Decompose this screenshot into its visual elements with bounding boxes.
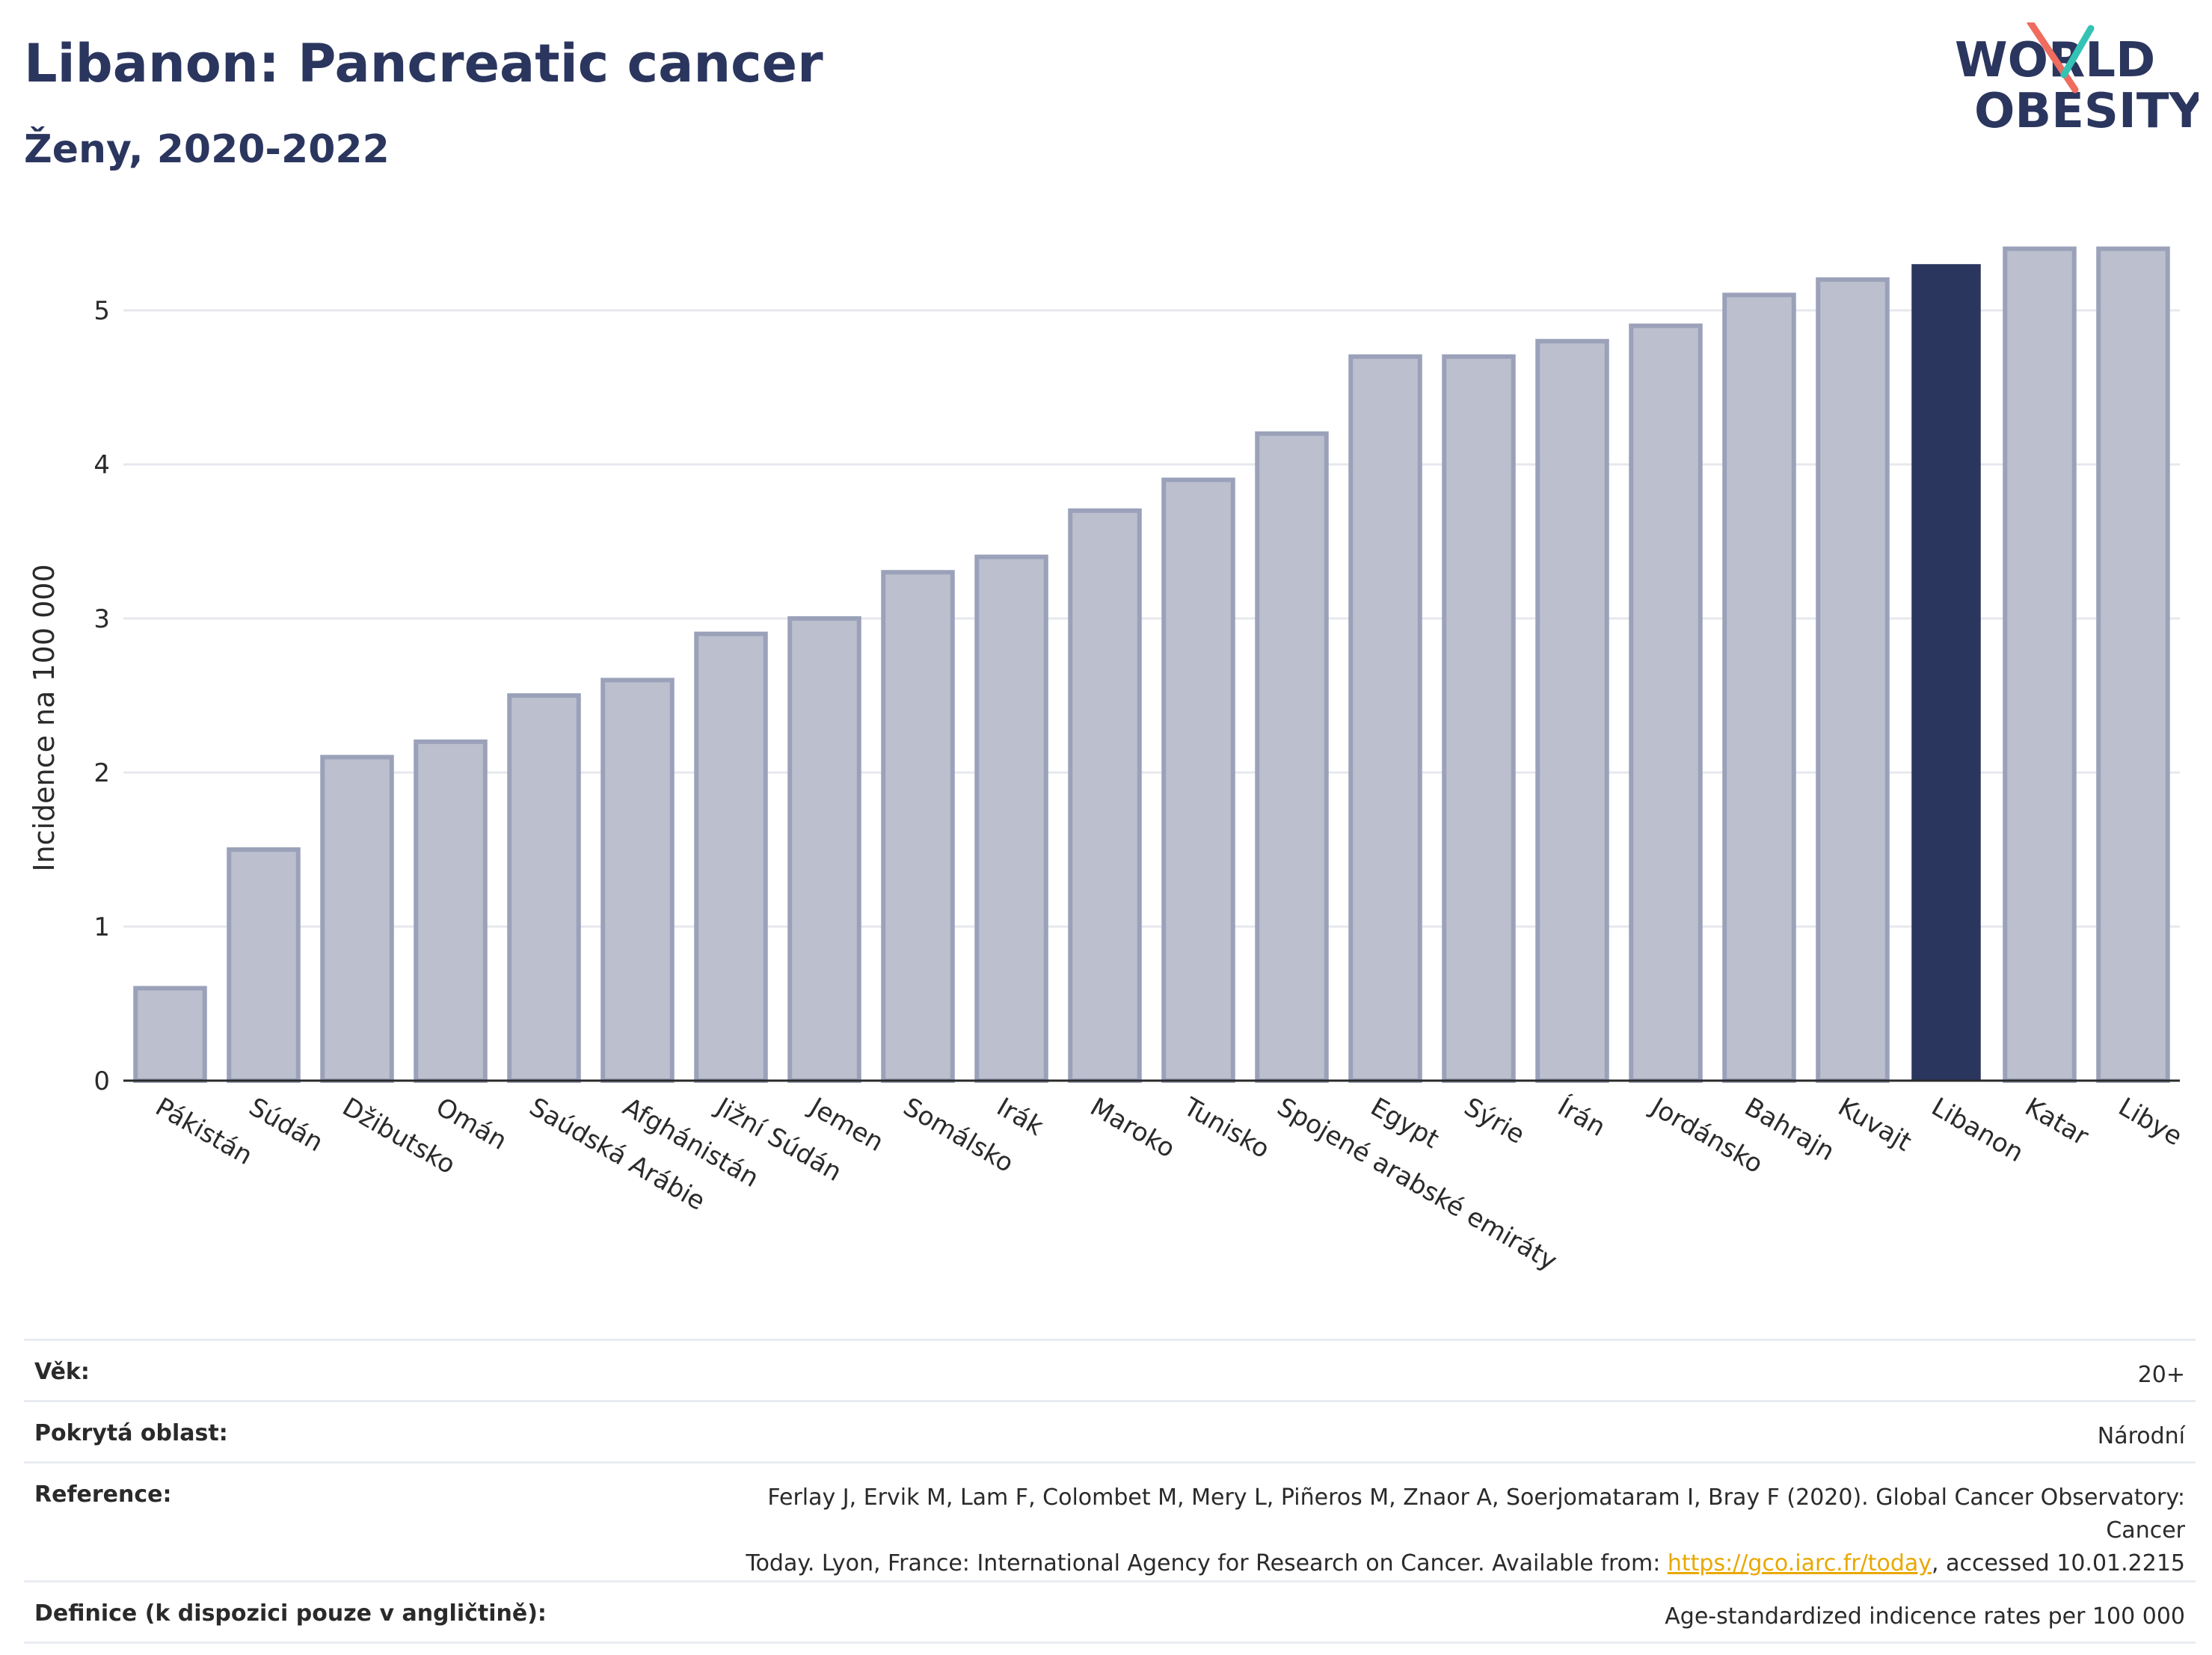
bar bbox=[1722, 292, 1796, 1083]
bar bbox=[694, 631, 768, 1083]
info-value-reference: Ferlay J, Ervik M, Lam F, Colombet M, Me… bbox=[718, 1461, 2196, 1582]
info-row-definition: Definice (k dispozici pouze v angličtině… bbox=[24, 1580, 2196, 1644]
info-value: Age-standardized indicence rates per 100… bbox=[718, 1580, 2196, 1644]
bar bbox=[1068, 508, 1142, 1083]
x-tick-label: Maroko bbox=[1085, 1092, 1180, 1164]
bars bbox=[133, 246, 2170, 1084]
x-tick-label: Tunisko bbox=[1178, 1092, 1274, 1165]
bar bbox=[227, 847, 301, 1083]
x-tick-label: Sýrie bbox=[1459, 1092, 1530, 1150]
bar bbox=[1255, 431, 1329, 1083]
y-tick-label: 2 bbox=[93, 758, 110, 788]
reference-line2-pre: Today. Lyon, France: International Agenc… bbox=[746, 1550, 1668, 1576]
info-row-age: Věk: 20+ bbox=[24, 1339, 2196, 1401]
bar bbox=[507, 693, 581, 1083]
chart-subtitle: Ženy, 2020-2022 bbox=[24, 127, 390, 172]
y-axis-title: Incidence na 100 000 bbox=[28, 564, 61, 871]
y-tick-label: 4 bbox=[93, 450, 110, 480]
chart-title: Libanon: Pancreatic cancer bbox=[24, 33, 823, 94]
bar bbox=[1348, 354, 1422, 1083]
logo-slash-coral bbox=[2027, 22, 2079, 93]
x-tick-label: Írán bbox=[1552, 1091, 1611, 1143]
info-value: Národní bbox=[718, 1400, 2196, 1463]
bar bbox=[320, 755, 394, 1084]
logo-slash-teal bbox=[2060, 25, 2095, 79]
y-tick-label: 0 bbox=[93, 1066, 110, 1096]
reference-line1: Ferlay J, Ervik M, Lam F, Colombet M, Me… bbox=[767, 1484, 2185, 1544]
bar bbox=[2096, 246, 2170, 1084]
info-table: Věk: 20+ Pokrytá oblast: Národní Referen… bbox=[24, 1339, 2196, 1644]
reference-link[interactable]: https://gco.iarc.fr/today bbox=[1667, 1550, 1932, 1576]
x-tick-label: Libye bbox=[2113, 1092, 2187, 1152]
info-row-reference: Reference: Ferlay J, Ervik M, Lam F, Col… bbox=[24, 1461, 2196, 1582]
info-key: Pokrytá oblast: bbox=[24, 1400, 718, 1463]
bar bbox=[881, 570, 955, 1083]
x-tick-label: Irák bbox=[992, 1092, 1048, 1142]
logo-line2: OBESITY bbox=[1974, 84, 2199, 139]
bar bbox=[787, 616, 861, 1083]
y-tick-label: 3 bbox=[93, 604, 110, 634]
bar bbox=[974, 554, 1048, 1083]
info-key: Definice (k dispozici pouze v angličtině… bbox=[24, 1580, 718, 1644]
bar bbox=[600, 678, 675, 1083]
info-key: Reference: bbox=[24, 1461, 718, 1582]
reference-line2-post: , accessed 10.01.2215 bbox=[1932, 1550, 2185, 1576]
bar bbox=[1816, 277, 1890, 1083]
y-tick-label: 1 bbox=[93, 912, 110, 942]
y-tick-labels: 0 1 2 3 4 5 bbox=[93, 296, 110, 1096]
x-tick-label: Súdán bbox=[244, 1092, 328, 1158]
x-tick-label: Kuvajt bbox=[1833, 1092, 1917, 1158]
bar bbox=[133, 986, 207, 1084]
x-tick-label: Libanon bbox=[1926, 1092, 2029, 1168]
bar bbox=[1442, 354, 1516, 1083]
bar bbox=[1629, 323, 1703, 1084]
bar bbox=[414, 739, 488, 1083]
bar-highlighted bbox=[1911, 264, 1981, 1081]
world-obesity-logo: WORLD OBESITY bbox=[1955, 22, 2199, 139]
bar bbox=[1161, 477, 1235, 1083]
bar bbox=[2003, 246, 2077, 1084]
y-tick-label: 5 bbox=[93, 296, 110, 326]
info-key: Věk: bbox=[24, 1339, 718, 1401]
x-tick-label: Pákistán bbox=[150, 1092, 257, 1171]
info-row-coverage: Pokrytá oblast: Národní bbox=[24, 1400, 2196, 1463]
x-tick-label: Katar bbox=[2020, 1092, 2094, 1152]
info-value: 20+ bbox=[718, 1339, 2196, 1401]
bar bbox=[1535, 339, 1609, 1083]
